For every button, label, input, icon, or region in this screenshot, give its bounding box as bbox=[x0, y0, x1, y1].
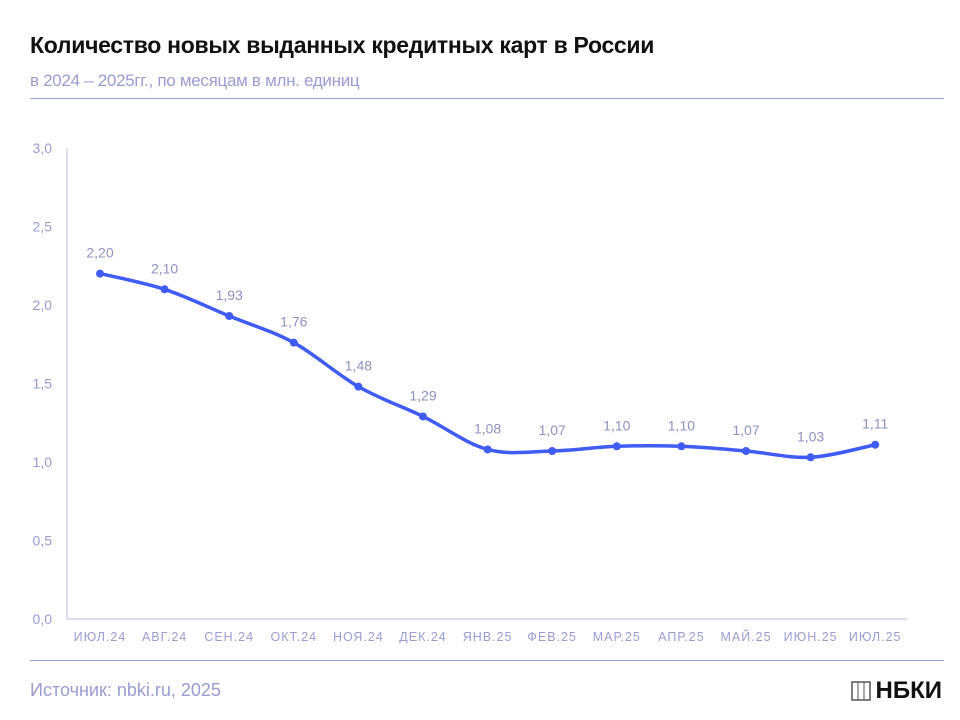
nbki-logo: НБКИ bbox=[850, 677, 942, 705]
data-label: 1,76 bbox=[280, 314, 307, 330]
x-tick-label: НОЯ.24 bbox=[333, 630, 384, 644]
chart-subtitle: в 2024 – 2025гг., по месяцам в млн. един… bbox=[30, 71, 360, 90]
logo-text: НБКИ bbox=[875, 677, 942, 704]
data-point bbox=[354, 382, 363, 391]
x-tick-label: МАР.25 bbox=[593, 630, 641, 644]
y-tick-label: 0,0 bbox=[33, 611, 53, 627]
data-label: 1,07 bbox=[539, 422, 566, 438]
data-point bbox=[871, 440, 880, 449]
data-label: 1,11 bbox=[862, 416, 888, 432]
x-tick-label: АВГ.24 bbox=[142, 630, 187, 644]
x-tick-label: СЕН.24 bbox=[204, 630, 254, 644]
y-tick-label: 1,5 bbox=[33, 376, 53, 392]
logo-icon bbox=[850, 681, 871, 701]
data-label: 2,20 bbox=[86, 245, 113, 261]
data-label: 1,29 bbox=[409, 387, 436, 403]
y-tick-label: 2,0 bbox=[33, 297, 53, 313]
data-point bbox=[483, 445, 492, 454]
y-tick-label: 3,0 bbox=[33, 140, 53, 156]
x-tick-label: ФЕВ.25 bbox=[527, 630, 577, 644]
x-tick-label: АПР.25 bbox=[658, 630, 705, 644]
data-label: 1,93 bbox=[216, 287, 243, 303]
data-point bbox=[548, 447, 557, 456]
chart-title: Количество новых выданных кредитных карт… bbox=[30, 32, 655, 58]
source-text: Источник: nbki.ru, 2025 bbox=[30, 680, 221, 700]
data-label: 2,10 bbox=[151, 260, 178, 276]
x-tick-label: МАЙ.25 bbox=[720, 629, 771, 644]
header-divider bbox=[30, 98, 944, 99]
y-tick-label: 0,5 bbox=[33, 533, 53, 549]
data-point bbox=[419, 412, 427, 421]
data-label: 1,08 bbox=[474, 420, 501, 436]
data-point bbox=[612, 442, 621, 451]
data-point bbox=[225, 311, 234, 320]
data-label: 1,03 bbox=[797, 428, 824, 444]
data-label: 1,10 bbox=[603, 417, 630, 433]
y-tick-label: 1,0 bbox=[33, 454, 53, 470]
x-tick-label: ДЕК.24 bbox=[399, 630, 446, 644]
data-point bbox=[96, 269, 104, 278]
y-tick-label: 2,5 bbox=[33, 219, 53, 235]
data-label: 1,48 bbox=[345, 358, 372, 374]
x-tick-label: ИЮЛ.24 bbox=[74, 630, 127, 644]
data-label: 1,07 bbox=[732, 422, 759, 438]
data-point bbox=[742, 447, 750, 456]
x-tick-label: ЯНВ.25 bbox=[463, 630, 513, 644]
data-point bbox=[677, 442, 686, 451]
x-tick-label: ИЮН.25 bbox=[784, 630, 838, 644]
x-tick-label: ИЮЛ.25 bbox=[849, 630, 902, 644]
data-point bbox=[806, 453, 815, 462]
data-point bbox=[160, 285, 169, 294]
x-tick-label: ОКТ.24 bbox=[270, 630, 317, 644]
data-label: 1,10 bbox=[668, 417, 695, 433]
data-point bbox=[289, 338, 298, 347]
footer-divider bbox=[30, 660, 944, 661]
